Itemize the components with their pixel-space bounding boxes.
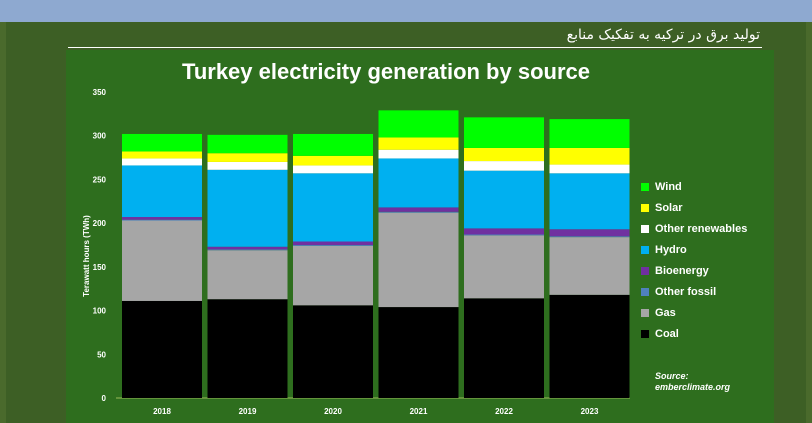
legend-swatch [641, 287, 649, 296]
y-tick-label: 50 [97, 350, 106, 359]
legend-label: Other renewables [655, 222, 748, 235]
legend-swatch [641, 182, 649, 191]
bar-segment-wind [207, 134, 288, 154]
bar-segment-bioenergy [207, 246, 288, 250]
y-tick-label: 100 [93, 307, 107, 316]
bar-segment-coal [378, 307, 459, 398]
bar-segment-coal [207, 299, 288, 398]
legend-item: Solar [641, 197, 747, 218]
bar-segment-other-fossil [464, 234, 544, 236]
bar-segment-other-renewables [293, 165, 373, 174]
legend-label: Coal [655, 327, 679, 340]
top-bar [0, 0, 812, 22]
legend-label: Wind [655, 180, 682, 193]
bar-segment-other-renewables [464, 161, 544, 171]
bar-segment-solar [293, 155, 373, 166]
legend-swatch [641, 266, 649, 275]
bar-segment-gas [549, 237, 630, 295]
legend-item: Coal [641, 323, 747, 344]
legend-swatch [641, 308, 649, 317]
chart-title: Turkey electricity generation by source [182, 59, 590, 84]
bar-segment-other-renewables [378, 149, 459, 159]
bar-segment-hydro [549, 173, 630, 230]
legend: Wind Solar Other renewables Hydro Bioenergy O… [641, 176, 747, 344]
y-tick-label: 350 [93, 88, 107, 97]
x-tick-label: 2018 [153, 407, 171, 416]
bars [122, 110, 630, 398]
bar-segment-hydro [207, 169, 288, 247]
bar-segment-other-renewables [549, 164, 630, 174]
bar-segment-bioenergy [464, 228, 544, 235]
bar-segment-hydro [122, 165, 202, 218]
legend-label: Gas [655, 306, 676, 319]
bar-segment-solar [549, 147, 630, 165]
bar-segment-coal [122, 300, 202, 398]
bar-segment-bioenergy [549, 229, 630, 237]
bar-segment-bioenergy [122, 217, 202, 220]
legend-item: Gas [641, 302, 747, 323]
bar-segment-other-renewables [122, 158, 202, 166]
y-axis-label: Terawatt hours (TWh) [82, 215, 91, 297]
bar-segment-other-fossil [549, 236, 630, 238]
bar-segment-gas [464, 235, 544, 299]
bar-segment-wind [549, 119, 630, 148]
bar-segment-hydro [464, 170, 544, 229]
bar-segment-solar [207, 153, 288, 162]
legend-swatch [641, 245, 649, 254]
legend-item: Bioenergy [641, 260, 747, 281]
bar-segment-wind [464, 117, 544, 148]
source-label: Source: [655, 371, 689, 381]
bar-segment-solar [122, 151, 202, 159]
source-url: emberclimate.org [655, 382, 731, 392]
legend-label: Bioenergy [655, 264, 709, 277]
x-tick-label: 2019 [239, 407, 257, 416]
x-tick-label: 2023 [581, 407, 599, 416]
bar-segment-gas [293, 245, 373, 306]
legend-item: Wind [641, 176, 747, 197]
y-tick-label: 300 [93, 132, 107, 141]
source-note: Source: emberclimate.org [655, 371, 730, 393]
bar-segment-gas [378, 212, 459, 308]
bar-segment-hydro [378, 158, 459, 208]
bar-segment-wind [293, 133, 373, 156]
bar-segment-gas [207, 250, 288, 300]
page-title: تولید برق در ترکیه به تفکیک منابع [566, 27, 760, 43]
bar-segment-wind [378, 110, 459, 138]
legend-label: Solar [655, 201, 683, 214]
bar-segment-wind [122, 133, 202, 152]
x-axis: 2018 2019 2020 2021 2022 2023 [153, 407, 599, 416]
bar-segment-other-fossil [122, 219, 202, 221]
legend-swatch [641, 224, 649, 233]
x-tick-label: 2022 [495, 407, 513, 416]
bar-segment-solar [464, 147, 544, 162]
bar-segment-other-fossil [293, 245, 373, 246]
bar-segment-bioenergy [293, 241, 373, 245]
bar-segment-gas [122, 220, 202, 301]
bar-segment-bioenergy [378, 207, 459, 212]
x-tick-label: 2021 [410, 407, 428, 416]
legend-label: Hydro [655, 243, 687, 256]
legend-item: Other renewables [641, 218, 747, 239]
bar-segment-coal [293, 305, 373, 398]
bar-segment-coal [464, 298, 544, 398]
bar-segment-other-fossil [378, 211, 459, 213]
bar-segment-hydro [293, 173, 373, 242]
legend-swatch [641, 203, 649, 212]
bar-segment-other-renewables [207, 161, 288, 170]
legend-swatch [641, 329, 649, 338]
bar-segment-coal [549, 294, 630, 398]
y-tick-label: 0 [102, 394, 107, 403]
y-tick-label: 200 [93, 219, 107, 228]
y-tick-label: 150 [93, 263, 107, 272]
bar-segment-other-fossil [207, 249, 288, 251]
legend-item: Other fossil [641, 281, 747, 302]
y-tick-label: 250 [93, 175, 107, 184]
bar-segment-solar [378, 137, 459, 150]
header-rule [68, 47, 762, 48]
x-tick-label: 2020 [324, 407, 342, 416]
legend-label: Other fossil [655, 285, 717, 298]
legend-item: Hydro [641, 239, 747, 260]
